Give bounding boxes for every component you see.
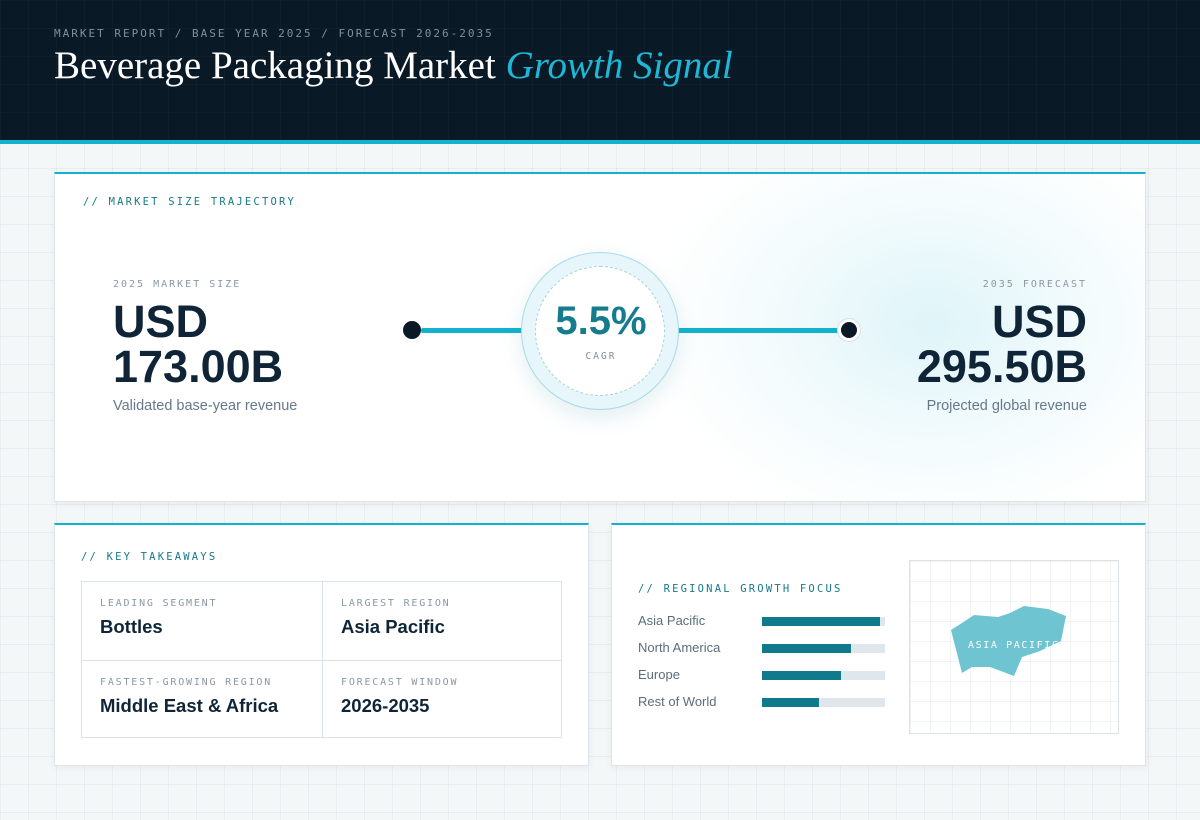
region-row-asia-pacific: Asia Pacific <box>638 611 888 631</box>
takeaway-value: 2026-2035 <box>341 695 430 716</box>
start-amount: 173.00B <box>113 341 284 392</box>
trajectory-line-left <box>421 328 525 333</box>
start-value: USD 173.00B <box>113 299 283 389</box>
region-row-rest-of-world: Rest of World <box>638 692 888 712</box>
takeaway-label: FORECAST WINDOW <box>341 677 459 688</box>
takeaway-value: Middle East & Africa <box>100 695 279 716</box>
takeaway-label: LARGEST REGION <box>341 598 451 609</box>
region-row-north-america: North America <box>638 638 888 658</box>
asia-pacific-map-shape <box>951 606 1066 676</box>
cagr-badge: 5.5% CAGR <box>521 252 679 410</box>
region-row-europe: Europe <box>638 665 888 685</box>
takeaway-forecast-window: FORECAST WINDOW 2026-2035 <box>322 660 562 737</box>
takeaway-label: FASTEST-GROWING REGION <box>100 677 273 688</box>
takeaway-label: LEADING SEGMENT <box>100 598 218 609</box>
end-currency: USD <box>991 296 1087 347</box>
region-bar-track <box>762 617 885 626</box>
takeaway-leading-segment: LEADING SEGMENT Bottles <box>82 582 322 660</box>
region-bar-fill <box>762 617 881 626</box>
region-name: Rest of World <box>638 694 717 709</box>
start-currency: USD <box>113 296 209 347</box>
end-year-label: 2035 FORECAST <box>982 279 1087 290</box>
region-name: Europe <box>638 667 680 682</box>
trajectory-card-label: // MARKET SIZE TRAJECTORY <box>83 196 297 208</box>
cagr-value: 5.5% <box>555 299 647 343</box>
region-map: ASIA PACIFIC <box>909 560 1119 734</box>
region-name: North America <box>638 640 721 655</box>
page-title: Beverage Packaging Market Growth Signal <box>54 43 733 88</box>
start-caption: Validated base-year revenue <box>113 398 298 414</box>
trajectory-line-right <box>675 328 841 333</box>
report-header: MARKET REPORT / BASE YEAR 2025 / FORECAS… <box>0 0 1200 144</box>
region-bar-fill <box>762 644 851 653</box>
takeaway-value: Asia Pacific <box>341 616 445 637</box>
background-glow <box>645 174 1145 501</box>
region-name: Asia Pacific <box>638 613 706 628</box>
region-bar-fill <box>762 671 841 680</box>
map-region-label: ASIA PACIFIC <box>968 640 1060 651</box>
cagr-inner-circle: 5.5% CAGR <box>535 266 665 396</box>
report-eyebrow: MARKET REPORT / BASE YEAR 2025 / FORECAS… <box>54 27 494 40</box>
end-caption: Projected global revenue <box>926 398 1087 414</box>
title-accent: Growth Signal <box>505 44 733 87</box>
title-main: Beverage Packaging Market <box>54 44 496 87</box>
key-takeaways-card: // KEY TAKEAWAYS LEADING SEGMENT Bottles… <box>54 523 589 766</box>
regional-growth-card: // REGIONAL GROWTH FOCUS Asia Pacific No… <box>611 523 1146 766</box>
region-bar-track <box>762 671 885 680</box>
start-year-label: 2025 MARKET SIZE <box>113 279 242 290</box>
region-bar-fill <box>762 698 819 707</box>
takeaways-card-label: // KEY TAKEAWAYS <box>81 551 218 563</box>
takeaway-value: Bottles <box>100 616 163 637</box>
start-point-dot <box>403 321 421 339</box>
end-amount: 295.50B <box>916 341 1087 392</box>
region-bar-track <box>762 698 885 707</box>
region-bar-track <box>762 644 885 653</box>
market-size-trajectory-card: // MARKET SIZE TRAJECTORY 2025 MARKET SI… <box>54 172 1146 502</box>
regional-card-label: // REGIONAL GROWTH FOCUS <box>638 583 843 595</box>
end-point-dot <box>838 319 860 341</box>
takeaway-fastest-growing-region: FASTEST-GROWING REGION Middle East & Afr… <box>82 660 322 737</box>
takeaways-grid: LEADING SEGMENT Bottles LARGEST REGION A… <box>81 581 562 738</box>
end-value: USD 295.50B <box>917 299 1087 389</box>
takeaway-largest-region: LARGEST REGION Asia Pacific <box>322 582 562 660</box>
cagr-label: CAGR <box>585 351 617 362</box>
